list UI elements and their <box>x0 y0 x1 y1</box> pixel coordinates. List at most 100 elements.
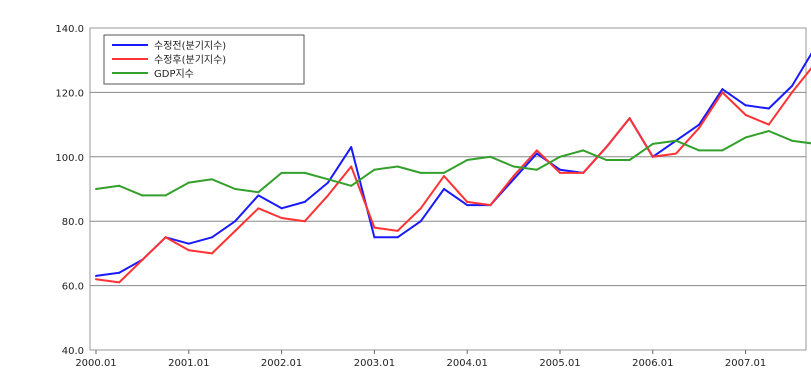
data-point <box>582 149 585 152</box>
data-point <box>744 113 747 116</box>
data-point <box>791 139 793 142</box>
data-point <box>303 200 306 203</box>
x-tick-label: 2005.01 <box>539 358 580 369</box>
legend-box <box>103 34 305 85</box>
data-point <box>373 236 376 239</box>
data-point <box>605 146 608 149</box>
data-point <box>698 123 701 126</box>
x-tick-label: 2007.01 <box>725 358 766 369</box>
data-point <box>767 130 770 133</box>
data-point <box>396 236 399 239</box>
data-point <box>280 216 283 219</box>
legend-label: GDP지수 <box>154 68 194 80</box>
data-point <box>466 204 469 207</box>
data-point <box>791 84 793 87</box>
data-point <box>211 178 213 181</box>
data-point <box>535 152 538 155</box>
y-tick-label: 100.0 <box>55 153 84 164</box>
y-tick-label: 80.0 <box>62 217 84 228</box>
data-point <box>535 168 538 171</box>
data-point <box>466 200 469 203</box>
data-point <box>744 104 747 107</box>
data-point <box>234 229 237 232</box>
data-point <box>164 194 167 197</box>
data-point <box>350 165 353 168</box>
data-point <box>675 139 677 142</box>
data-point <box>605 159 608 162</box>
data-point <box>721 88 724 91</box>
data-point <box>791 91 793 94</box>
gridlines <box>90 91 806 287</box>
data-point <box>95 188 97 190</box>
x-tick-label: 2004.01 <box>447 358 488 369</box>
data-point <box>95 274 97 277</box>
data-point <box>118 281 121 284</box>
data-point <box>559 171 561 174</box>
data-point <box>373 226 376 229</box>
data-point <box>721 149 724 152</box>
y-tick-label: 140.0 <box>55 24 84 35</box>
data-point <box>675 152 677 155</box>
data-point <box>327 194 329 197</box>
data-point <box>187 181 190 184</box>
data-point <box>489 204 492 207</box>
data-point <box>744 136 747 139</box>
data-point <box>466 159 469 162</box>
x-tick-label: 2001.01 <box>168 358 209 369</box>
x-tick-label: 2002.01 <box>261 358 302 369</box>
data-point <box>350 146 353 149</box>
series-line-1 <box>95 67 811 284</box>
data-point <box>95 278 97 281</box>
y-tick-label: 40.0 <box>62 346 84 357</box>
data-point <box>327 181 329 184</box>
x-tick-label: 2006.01 <box>632 358 673 369</box>
data-point <box>257 191 260 194</box>
x-tick-label: 2000.01 <box>75 358 116 369</box>
data-point <box>512 175 515 178</box>
x-tick-label: 2003.01 <box>354 358 395 369</box>
data-point <box>396 229 399 232</box>
y-axis: 40.0 60.0 80.0 100.0 120.0 140.0 <box>55 24 84 357</box>
data-point <box>767 107 770 110</box>
data-point <box>257 194 260 197</box>
data-point <box>257 207 260 210</box>
data-point <box>141 194 144 197</box>
data-point <box>303 220 306 223</box>
series-line-0 <box>95 52 811 277</box>
data-point <box>234 220 237 223</box>
series-lines <box>95 52 811 284</box>
data-point <box>698 126 701 129</box>
data-point <box>164 236 167 239</box>
data-point <box>651 155 654 158</box>
x-axis: 2000.01 2001.01 2002.01 2003.01 2004.01 2005.… <box>75 350 766 369</box>
data-point <box>396 165 399 168</box>
data-point <box>698 149 701 152</box>
data-point <box>187 249 190 252</box>
data-point <box>419 171 422 174</box>
legend-label: 수정후(분기지수) <box>154 54 226 66</box>
data-point <box>234 188 237 190</box>
data-point <box>419 220 422 223</box>
data-point <box>141 258 144 261</box>
data-point <box>373 168 376 171</box>
y-tick-label: 120.0 <box>55 88 84 99</box>
data-point <box>419 207 422 210</box>
data-point <box>651 142 654 145</box>
data-point <box>280 171 283 174</box>
data-point <box>443 175 445 178</box>
data-point <box>187 242 190 245</box>
data-point <box>628 159 631 162</box>
data-point <box>559 155 561 158</box>
data-point <box>559 168 561 171</box>
data-point <box>512 178 515 181</box>
data-point <box>512 165 515 168</box>
data-point <box>582 171 585 174</box>
data-point <box>628 117 631 120</box>
data-point <box>327 178 329 181</box>
data-point <box>767 123 770 126</box>
series-line-2 <box>95 130 811 197</box>
data-point <box>489 155 492 158</box>
data-point <box>303 171 306 174</box>
legend-label: 수정전(분기지수) <box>154 40 226 52</box>
